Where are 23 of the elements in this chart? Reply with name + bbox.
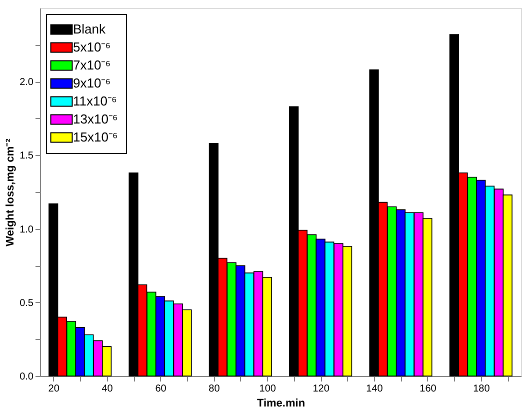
x-tick-label: 40: [102, 384, 114, 394]
y-tick-label: 0.5: [20, 298, 34, 309]
legend-label: Blank: [73, 22, 106, 36]
x-tick-label: 160: [420, 384, 437, 394]
x-tick-label: 120: [312, 384, 330, 394]
legend-label: 7x10⁻⁶: [73, 58, 111, 72]
y-tick-label: 1.0: [20, 224, 34, 236]
x-tick-label: 60: [155, 384, 167, 394]
y-tick-label: 1.5: [20, 150, 34, 162]
x-tick-label: 100: [259, 384, 276, 394]
y-tick-label: 0.0: [20, 372, 34, 382]
x-tick-label: 80: [208, 384, 220, 394]
y-axis-title: Weight loss,mg cm⁻²: [4, 138, 17, 246]
legend-label: 15x10⁻⁶: [73, 130, 118, 144]
legend-label: 13x10⁻⁶: [73, 112, 118, 126]
x-tick-label: 180: [473, 384, 490, 394]
legend-label: 9x10⁻⁶: [73, 76, 111, 90]
x-axis-title: Time.min: [256, 398, 306, 410]
y-tick-label: 2.0: [20, 77, 34, 88]
legend-label: 5x10⁻⁶: [73, 40, 111, 54]
x-tick-label: 20: [48, 384, 60, 394]
legend-label: 11x10⁻⁶: [73, 94, 117, 108]
x-tick-label: 140: [366, 384, 384, 394]
